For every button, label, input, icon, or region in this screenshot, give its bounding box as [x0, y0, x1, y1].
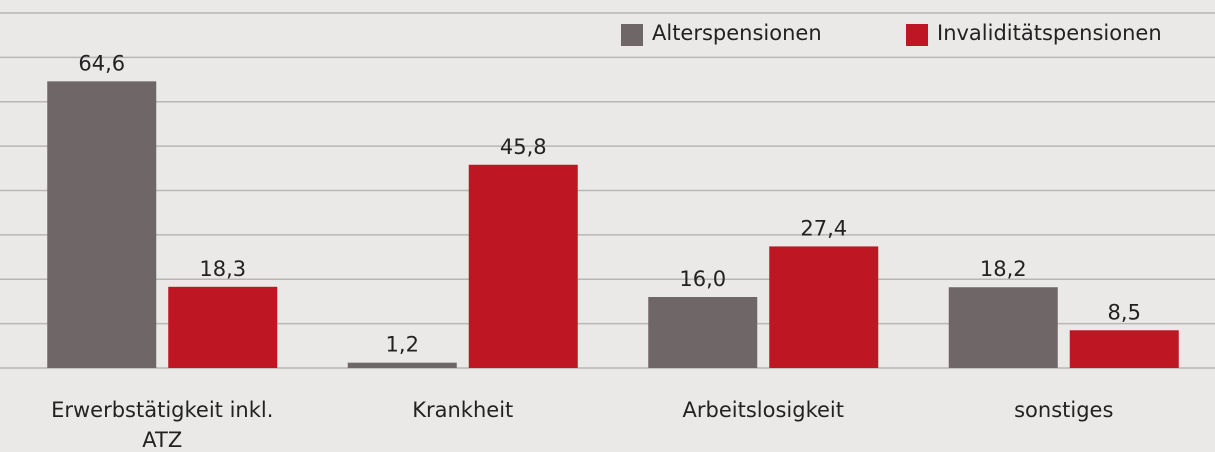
x-tick-label: Arbeitslosigkeit: [682, 398, 844, 422]
bar: [948, 287, 1058, 368]
bar: [769, 246, 879, 368]
bar: [347, 362, 457, 368]
value-label: 45,8: [500, 135, 547, 159]
x-tick-label: Krankheit: [412, 398, 514, 422]
value-label: 18,2: [980, 257, 1027, 281]
bar: [468, 164, 578, 368]
value-label: 1,2: [386, 333, 419, 357]
value-label: 27,4: [800, 216, 847, 240]
x-tick-label: sonstiges: [1014, 398, 1114, 422]
legend-label: Invaliditätspensionen: [937, 21, 1162, 45]
bar: [168, 286, 278, 368]
bar: [1069, 330, 1179, 368]
legend-label: Alterspensionen: [652, 21, 822, 45]
value-label: 18,3: [199, 257, 246, 281]
x-tick-label: Erwerbstätigkeit inkl. ATZ: [51, 398, 274, 452]
bar: [648, 297, 758, 368]
value-label: 16,0: [679, 267, 726, 291]
value-label: 8,5: [1108, 300, 1141, 324]
value-label: 64,6: [78, 51, 125, 75]
legend-swatch: [906, 24, 928, 46]
bar: [47, 81, 157, 369]
legend-swatch: [621, 24, 643, 46]
